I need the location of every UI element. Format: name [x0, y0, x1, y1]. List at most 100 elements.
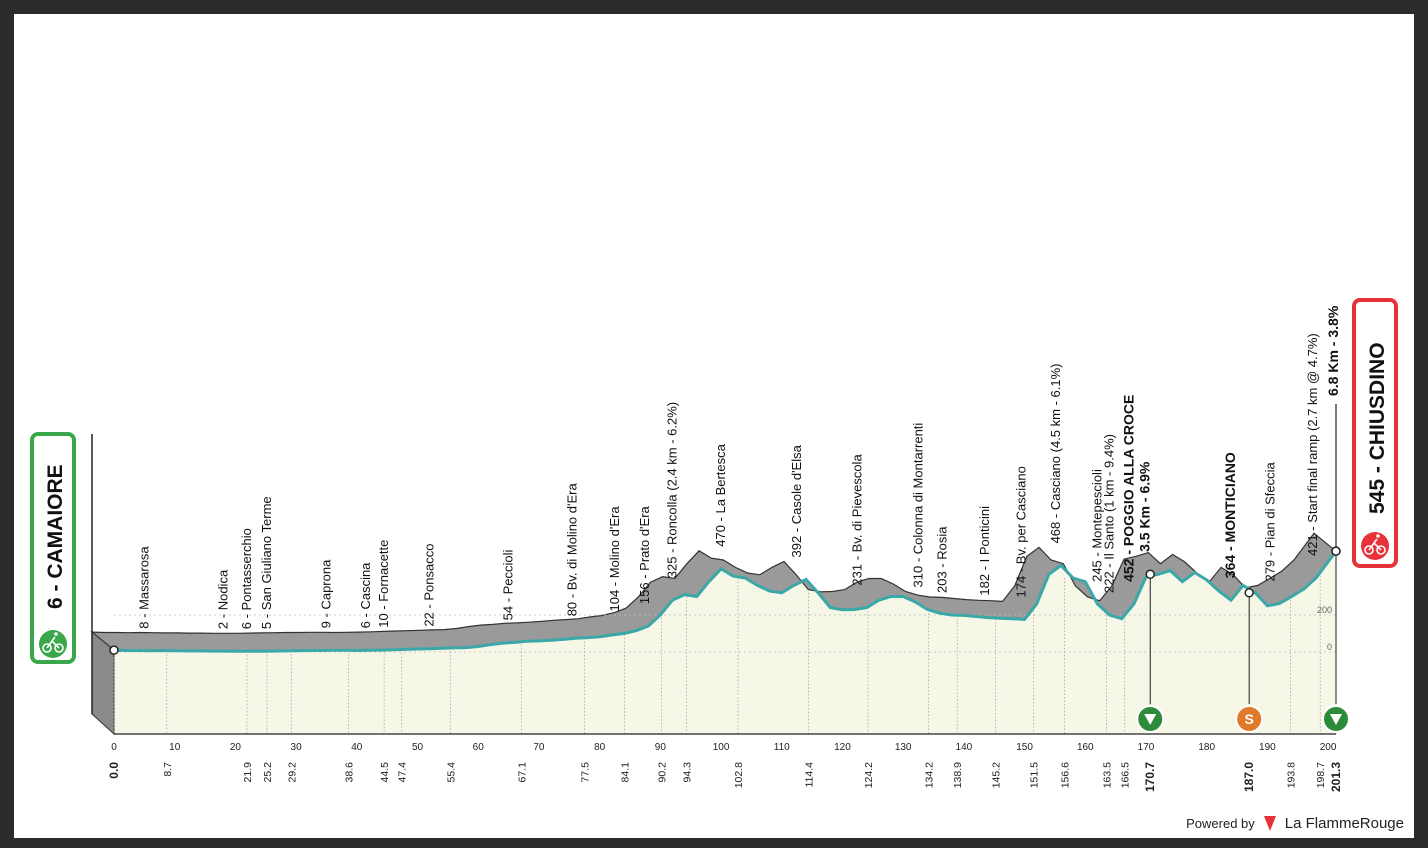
waypoint-label: 54 - Peccioli	[501, 549, 516, 620]
x-tick-label: 200	[1320, 742, 1337, 753]
km-marker-label: 170.7	[1143, 762, 1157, 792]
km-marker-label: 124.2	[863, 762, 875, 788]
cyclist-icon	[1361, 532, 1389, 560]
stage-profile-frame: 0 200 8 - Massarosa 2 - Nodica 6 - Pontasse…	[14, 14, 1414, 838]
credit: Powered by La FlammeRouge	[1186, 814, 1404, 832]
waypoint-label: 10 - Fornacette	[376, 540, 391, 628]
start-city-label: 6 - CAMAIORE	[44, 464, 67, 609]
ground-area	[114, 551, 1336, 734]
waypoint-label: 470 - La Bertesca	[713, 443, 728, 546]
x-tick-label: 180	[1198, 742, 1215, 753]
km-marker-label: 193.8	[1285, 762, 1297, 788]
x-tick-label: 60	[473, 742, 485, 753]
waypoint-label: 468 - Casciano (4.5 km - 6.1%)	[1048, 364, 1063, 544]
km-marker-label: 114.4	[803, 762, 815, 788]
finish-point	[1331, 546, 1341, 556]
sprint-s-icon: S	[1245, 711, 1254, 727]
x-tick-label: 90	[655, 742, 667, 753]
x-tick-label: 10	[169, 742, 181, 753]
km-marker-label: 8.7	[162, 762, 174, 777]
km-marker-label: 198.7	[1315, 762, 1327, 788]
waypoint-label: 310 - Colonna di Montarrenti	[910, 423, 925, 588]
km-marker-label: 25.2	[262, 762, 274, 783]
kom-triangle-icon	[1330, 714, 1342, 725]
brand-name: La FlammeRouge	[1284, 814, 1404, 832]
x-tick-label: 80	[594, 742, 606, 753]
waypoint-label: 6 - Cascina	[358, 562, 373, 629]
km-marker-label: 201.3	[1329, 762, 1343, 792]
waypoint-label: 22 - Ponsacco	[422, 544, 437, 627]
x-tick-label: 190	[1259, 742, 1276, 753]
km-marker-label: 94.3	[681, 762, 693, 783]
x-tick-label: 170	[1138, 742, 1155, 753]
x-tick-label: 150	[1016, 742, 1033, 753]
x-tick-label: 160	[1077, 742, 1094, 753]
marker-point	[1145, 569, 1155, 580]
waypoint-label: 9 - Caprona	[318, 559, 333, 628]
x-tick-label: 110	[774, 742, 790, 753]
km-marker-label: 134.2	[924, 762, 936, 788]
start-point	[109, 645, 119, 655]
finish-badge: 545 - CHIUSDINO	[1352, 298, 1398, 568]
km-marker-label: 145.2	[990, 762, 1002, 788]
altitude-label: 200	[1317, 605, 1332, 615]
waypoint-label: 222 - Il Santo (1 km - 9.4%)	[1102, 434, 1117, 593]
x-tick-label: 40	[351, 742, 363, 753]
km-marker-label: 187.0	[1242, 762, 1256, 792]
special-marker-layer: S	[1136, 404, 1350, 733]
waypoint-label: 2 - Nodica	[215, 569, 230, 629]
x-tick-label: 30	[291, 742, 303, 753]
marker-point	[1244, 588, 1254, 598]
cyclist-icon	[39, 630, 67, 658]
waypoint-sublabel: 3.5 Km - 6.9%	[1137, 461, 1153, 552]
km-marker-label: 77.5	[579, 762, 591, 783]
km-marker-label: 38.6	[343, 762, 355, 783]
waypoint-label: 392 - Casole d'Elsa	[789, 444, 804, 557]
waypoint-label: 156 - Prato d'Era	[637, 505, 652, 604]
waypoint-label: 80 - Bv. di Molino d'Era	[564, 483, 579, 617]
km-marker-label: 29.2	[286, 762, 298, 783]
km-marker-label: 166.5	[1120, 762, 1132, 788]
altitude-label: 0	[1327, 642, 1332, 652]
km-marker-label: 0.0	[107, 762, 121, 779]
x-tick-label: 50	[412, 742, 424, 753]
ground-layer	[114, 551, 1336, 734]
km-marker-label: 156.6	[1060, 762, 1072, 788]
km-marker-label: 21.9	[242, 762, 254, 783]
x-tick-label: 120	[834, 742, 851, 753]
profile-line	[113, 550, 1338, 653]
waypoint-label: 231 - Bv. di Pievescola	[850, 454, 865, 586]
x-tick-label: 70	[533, 742, 545, 753]
waypoint-label: 8 - Massarosa	[136, 546, 151, 629]
km-marker-label: 44.5	[379, 762, 391, 783]
km-marker-label: 55.4	[445, 762, 457, 783]
km-marker-label: 90.2	[657, 762, 669, 783]
km-marker-label: 163.5	[1102, 762, 1114, 788]
x-tick-label: 0	[111, 742, 117, 753]
km-marker-label: 151.5	[1029, 762, 1041, 788]
km-marker-label: 102.8	[733, 762, 745, 788]
start-badge: 6 - CAMAIORE	[30, 432, 76, 664]
km-marker-layer: 0.0 8.7 21.9 25.2 29.2 38.6 44.5 47.4 55.4 67.1 77…	[107, 762, 1343, 792]
waypoint-label: 182 - I Ponticini	[977, 506, 992, 596]
km-marker-label: 67.1	[516, 762, 528, 783]
waypoint-label: 279 - Pian di Sfeccia	[1262, 462, 1277, 582]
x-tick-label: 130	[895, 742, 912, 753]
kom-triangle-icon	[1144, 714, 1157, 725]
waypoint-label: 452 - POGGIO ALLA CROCE	[1121, 395, 1137, 582]
km-marker-label: 84.1	[620, 762, 632, 783]
waypoint-label: 325 - Roncolla (2.4 km - 6.2%)	[664, 402, 679, 578]
waypoint-label: 245 - Montepescioli	[1089, 469, 1104, 582]
waypoint-label: 421 - Start final ramp (2.7 km @ 4.7%)	[1305, 333, 1320, 556]
waypoint-label: 203 - Rosia	[935, 526, 950, 593]
x-tick-label: 140	[956, 742, 973, 753]
waypoint-label: 5 - San Giuliano Terme	[259, 496, 274, 629]
km-marker-label: 47.4	[397, 762, 409, 783]
profile-line-layer	[109, 550, 1338, 735]
x-tick-label: 100	[713, 742, 730, 753]
finish-climb-label: 6.8 Km - 3.8%	[1325, 305, 1341, 396]
x-tick-label: 20	[230, 742, 242, 753]
waypoint-layer: 8 - Massarosa 2 - Nodica 6 - Pontasserchio…	[136, 333, 1320, 629]
km-marker-label: 138.9	[952, 762, 964, 788]
